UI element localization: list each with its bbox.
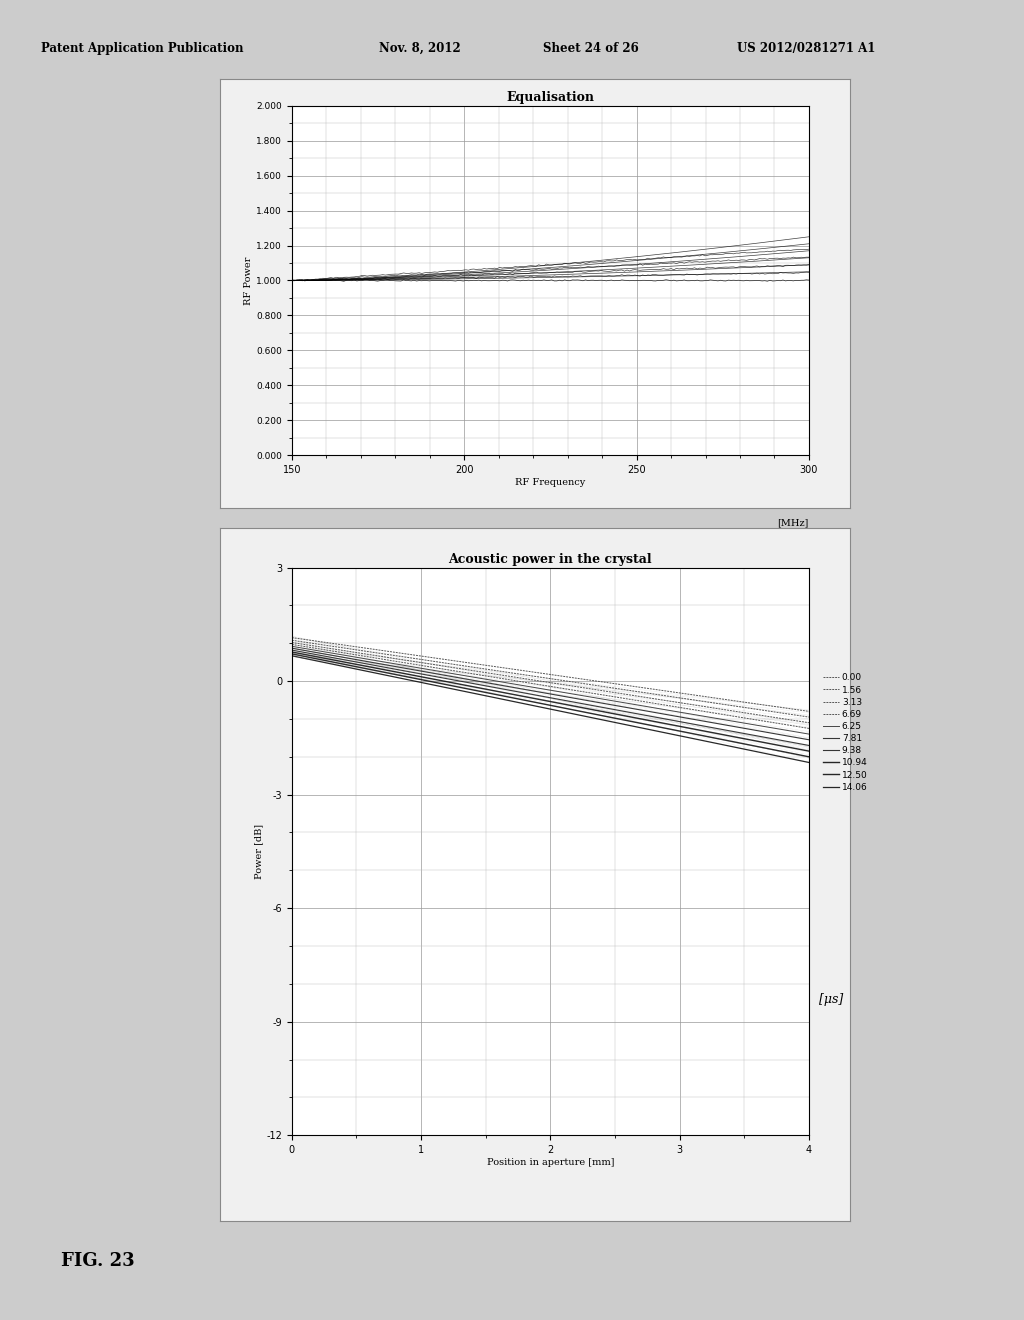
Y-axis label: RF Power: RF Power bbox=[245, 256, 254, 305]
X-axis label: RF Frequency: RF Frequency bbox=[515, 478, 586, 487]
Text: Nov. 8, 2012: Nov. 8, 2012 bbox=[379, 42, 461, 55]
Text: Patent Application Publication: Patent Application Publication bbox=[41, 42, 244, 55]
Text: [MHz]: [MHz] bbox=[777, 519, 809, 528]
Text: Sheet 24 of 26: Sheet 24 of 26 bbox=[543, 42, 639, 55]
Text: [μs]: [μs] bbox=[819, 993, 844, 1006]
Title: Equalisation: Equalisation bbox=[507, 91, 594, 104]
X-axis label: Position in aperture [mm]: Position in aperture [mm] bbox=[486, 1158, 614, 1167]
Text: US 2012/0281271 A1: US 2012/0281271 A1 bbox=[737, 42, 876, 55]
Y-axis label: Power [dB]: Power [dB] bbox=[255, 824, 263, 879]
Legend: 0.00, 1.56, 3.13, 6.69, 6.25, 7.81, 9.38, 10.94, 12.50, 14.06: 0.00, 1.56, 3.13, 6.69, 6.25, 7.81, 9.38… bbox=[819, 669, 871, 796]
Title: Acoustic power in the crystal: Acoustic power in the crystal bbox=[449, 553, 652, 566]
Text: FIG. 23: FIG. 23 bbox=[61, 1251, 135, 1270]
